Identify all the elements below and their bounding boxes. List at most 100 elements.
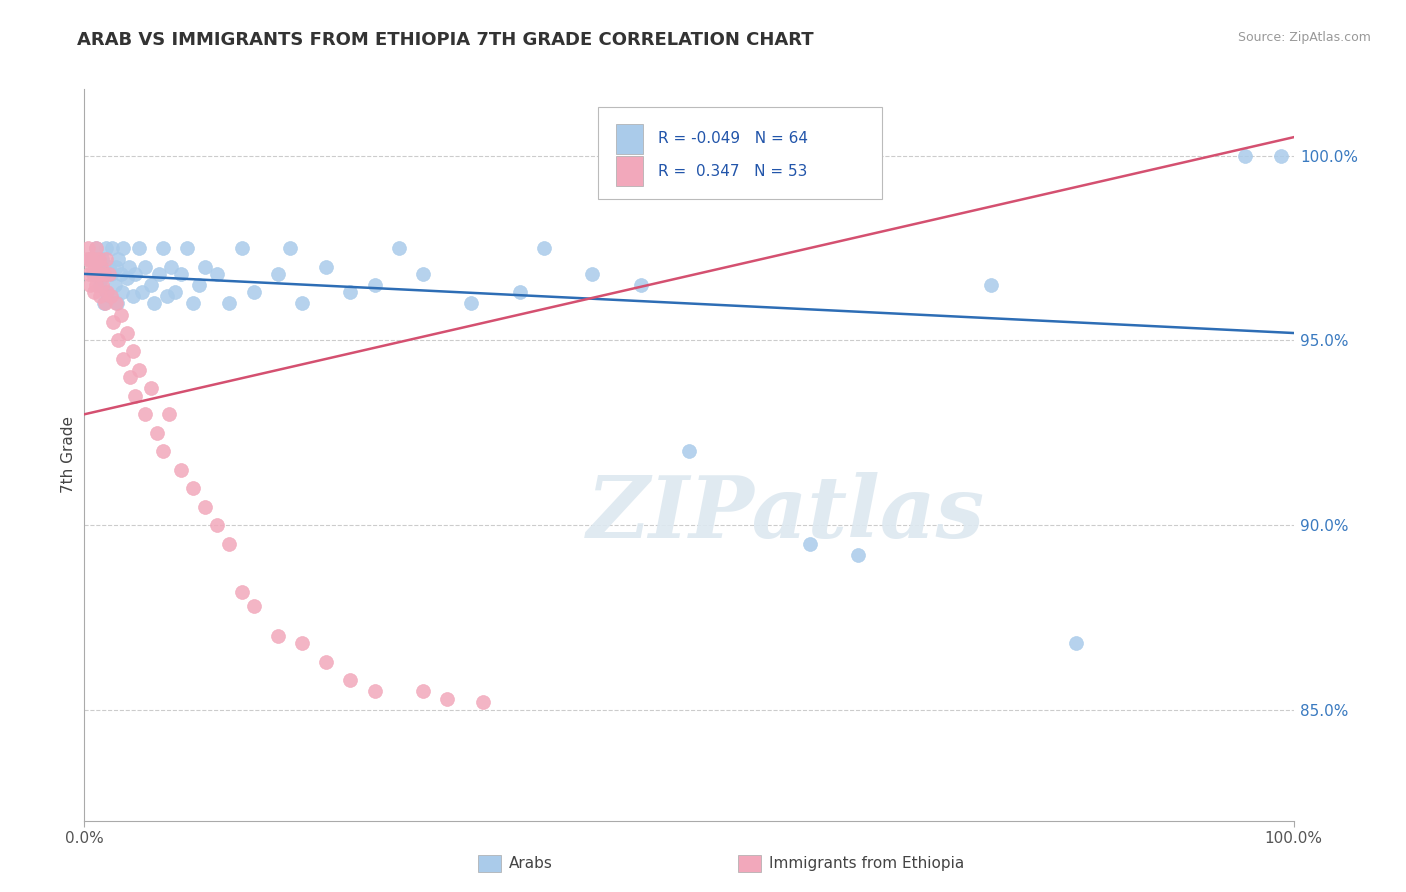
Point bbox=[90, 260, 112, 274]
Point bbox=[436, 691, 458, 706]
Point bbox=[87, 252, 110, 267]
Point bbox=[412, 267, 434, 281]
Point bbox=[207, 518, 229, 533]
Point bbox=[115, 270, 138, 285]
Point bbox=[98, 289, 121, 303]
Point bbox=[86, 277, 108, 292]
Point bbox=[104, 296, 127, 310]
Point bbox=[79, 252, 101, 267]
Point bbox=[194, 500, 217, 514]
Point bbox=[110, 308, 132, 322]
Point bbox=[581, 267, 603, 281]
Text: Arabs: Arabs bbox=[509, 856, 553, 871]
Point bbox=[112, 351, 135, 366]
Point bbox=[242, 285, 264, 300]
Point bbox=[104, 260, 127, 274]
Point bbox=[115, 326, 138, 340]
Point bbox=[181, 481, 204, 495]
Point bbox=[121, 344, 143, 359]
Point bbox=[291, 636, 314, 650]
Point bbox=[118, 260, 141, 274]
Point bbox=[91, 270, 114, 285]
Point bbox=[291, 296, 314, 310]
Point bbox=[124, 389, 146, 403]
Point bbox=[100, 289, 122, 303]
Point bbox=[96, 285, 118, 300]
Point bbox=[412, 684, 434, 698]
Point bbox=[1234, 149, 1257, 163]
Point bbox=[77, 241, 100, 255]
Point bbox=[152, 444, 174, 458]
Point bbox=[87, 260, 110, 274]
Text: ARAB VS IMMIGRANTS FROM ETHIOPIA 7TH GRADE CORRELATION CHART: ARAB VS IMMIGRANTS FROM ETHIOPIA 7TH GRA… bbox=[77, 31, 814, 49]
Point bbox=[83, 267, 105, 281]
Point bbox=[121, 289, 143, 303]
Point bbox=[89, 277, 111, 292]
Point bbox=[1064, 636, 1087, 650]
Point bbox=[388, 241, 411, 255]
Point bbox=[157, 407, 180, 421]
Point bbox=[176, 241, 198, 255]
Point bbox=[148, 267, 170, 281]
Point bbox=[83, 252, 105, 267]
Point bbox=[194, 260, 217, 274]
Bar bbox=[616, 124, 643, 153]
Point bbox=[267, 267, 290, 281]
Point bbox=[91, 252, 114, 267]
Text: Source: ZipAtlas.com: Source: ZipAtlas.com bbox=[1237, 31, 1371, 45]
Point bbox=[91, 277, 114, 292]
Point bbox=[93, 267, 115, 281]
Point bbox=[799, 536, 821, 550]
Point bbox=[181, 296, 204, 310]
Point bbox=[1270, 149, 1292, 163]
Point bbox=[86, 267, 108, 281]
Point bbox=[278, 241, 301, 255]
Point bbox=[89, 289, 111, 303]
Point bbox=[97, 267, 120, 281]
Point bbox=[112, 241, 135, 255]
FancyBboxPatch shape bbox=[599, 108, 883, 199]
Point bbox=[103, 315, 125, 329]
Point bbox=[363, 684, 385, 698]
Point bbox=[165, 285, 187, 300]
Point bbox=[509, 285, 531, 300]
Point bbox=[630, 277, 652, 292]
Point bbox=[79, 277, 101, 292]
Text: ZIPatlas: ZIPatlas bbox=[586, 472, 984, 555]
Point bbox=[105, 296, 128, 310]
Text: R =  0.347   N = 53: R = 0.347 N = 53 bbox=[658, 163, 807, 178]
Point bbox=[128, 363, 150, 377]
Point bbox=[86, 241, 108, 255]
Point bbox=[139, 277, 162, 292]
Point bbox=[143, 296, 166, 310]
Point bbox=[76, 252, 98, 267]
Point bbox=[82, 267, 104, 281]
Point bbox=[218, 296, 240, 310]
Point bbox=[188, 277, 211, 292]
Point bbox=[170, 267, 193, 281]
Point bbox=[339, 673, 361, 688]
Point bbox=[124, 267, 146, 281]
Point bbox=[104, 277, 127, 292]
Point bbox=[77, 267, 100, 281]
Point bbox=[94, 296, 117, 310]
Point bbox=[218, 536, 240, 550]
Point bbox=[94, 241, 117, 255]
Point bbox=[94, 285, 117, 300]
Point bbox=[107, 334, 129, 348]
Point bbox=[80, 260, 103, 274]
Point bbox=[678, 444, 700, 458]
Point bbox=[101, 241, 124, 255]
Point bbox=[134, 260, 156, 274]
Text: R = -0.049   N = 64: R = -0.049 N = 64 bbox=[658, 131, 807, 146]
Point bbox=[231, 584, 253, 599]
Point bbox=[139, 381, 162, 395]
Point bbox=[152, 241, 174, 255]
Point bbox=[315, 260, 337, 274]
Point bbox=[339, 285, 361, 300]
Point bbox=[110, 267, 132, 281]
Point bbox=[846, 548, 869, 562]
Point bbox=[155, 289, 177, 303]
Point bbox=[160, 260, 183, 274]
Point bbox=[533, 241, 555, 255]
